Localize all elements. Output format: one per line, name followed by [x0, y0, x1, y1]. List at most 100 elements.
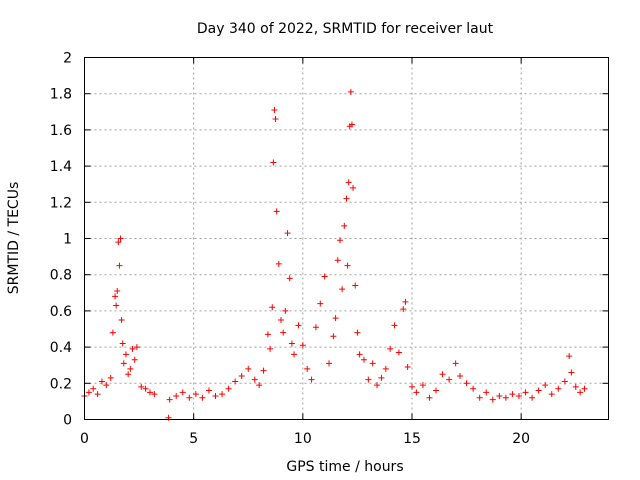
data-point [476, 394, 483, 401]
data-point [291, 351, 298, 358]
chart-title: Day 340 of 2022, SRMTID for receiver lau… [197, 21, 494, 37]
y-tick-label: 0.6 [50, 304, 72, 320]
data-point [179, 389, 186, 396]
x-tick-label: 0 [80, 431, 89, 447]
data-point [378, 374, 385, 381]
data-point [107, 374, 114, 381]
data-point [391, 322, 398, 329]
data-point [131, 356, 138, 363]
data-point [354, 329, 361, 336]
data-point [260, 367, 267, 374]
data-point [387, 345, 394, 352]
x-tick-label: 15 [403, 431, 421, 447]
data-point [457, 373, 464, 380]
data-point [166, 396, 173, 403]
data-point [312, 324, 319, 331]
data-point [332, 315, 339, 322]
data-point [404, 364, 411, 371]
data-point [103, 382, 110, 389]
x-tick-labels: 0 5 10 15 20 [80, 431, 530, 447]
data-point [395, 349, 402, 356]
data-point [581, 385, 588, 392]
data-point [186, 394, 193, 401]
y-tick-label: 0.8 [50, 268, 72, 284]
data-points [81, 88, 588, 421]
data-point [114, 287, 121, 294]
data-point [529, 394, 536, 401]
data-point [326, 360, 333, 367]
data-point [426, 394, 433, 401]
data-point [321, 273, 328, 280]
data-point [199, 394, 206, 401]
data-point [286, 275, 293, 282]
data-point [568, 369, 575, 376]
data-point [282, 307, 289, 314]
data-point [256, 382, 263, 389]
data-point [115, 239, 122, 246]
data-point [548, 391, 555, 398]
data-point [452, 360, 459, 367]
data-point [369, 360, 376, 367]
data-point [308, 376, 315, 383]
data-point [295, 322, 302, 329]
y-axis-title: SRMTID / TECUs [6, 182, 22, 295]
data-point [270, 159, 277, 166]
x-axis-title: GPS time / hours [286, 459, 403, 475]
data-point [419, 382, 426, 389]
data-point [502, 394, 509, 401]
data-point [112, 293, 119, 300]
data-point [94, 391, 101, 398]
data-point [402, 298, 409, 305]
y-tick-label: 0.4 [50, 340, 72, 356]
data-point [572, 383, 579, 390]
data-point [119, 340, 126, 347]
data-point [356, 351, 363, 358]
y-tick-label: 1.2 [50, 195, 72, 211]
data-point [280, 329, 287, 336]
data-point [566, 353, 573, 360]
x-tick-label: 10 [294, 431, 312, 447]
data-point [304, 365, 311, 372]
data-point [125, 371, 132, 378]
data-point [264, 331, 271, 338]
data-point [365, 376, 372, 383]
data-point [515, 392, 522, 399]
data-point [133, 344, 140, 351]
y-tick-label: 0.2 [50, 376, 72, 392]
data-point [496, 392, 503, 399]
data-point [555, 385, 562, 392]
data-point [147, 389, 153, 396]
data-point [212, 392, 219, 399]
data-point [343, 195, 350, 202]
data-point [117, 235, 124, 242]
data-point [348, 121, 355, 128]
data-point [225, 385, 232, 392]
data-point [489, 396, 496, 403]
data-point [151, 391, 158, 398]
data-point [336, 237, 343, 244]
y-tick-label: 1.6 [50, 123, 72, 139]
data-point [90, 385, 97, 392]
data-point [129, 345, 136, 352]
data-point [127, 365, 134, 372]
data-point [344, 262, 351, 269]
data-point [522, 389, 529, 396]
data-point [339, 286, 346, 293]
data-point [251, 376, 258, 383]
data-point [409, 383, 415, 390]
data-point [360, 356, 367, 363]
data-point [273, 208, 280, 215]
data-point [400, 306, 407, 313]
data-point [382, 365, 389, 372]
data-point [317, 300, 324, 307]
data-point [269, 304, 276, 311]
data-point [374, 382, 381, 389]
data-point [138, 383, 145, 390]
data-point [345, 179, 352, 186]
data-point [334, 257, 341, 264]
data-point [219, 391, 226, 398]
data-point [278, 316, 284, 323]
y-tick-label: 0 [63, 413, 72, 429]
